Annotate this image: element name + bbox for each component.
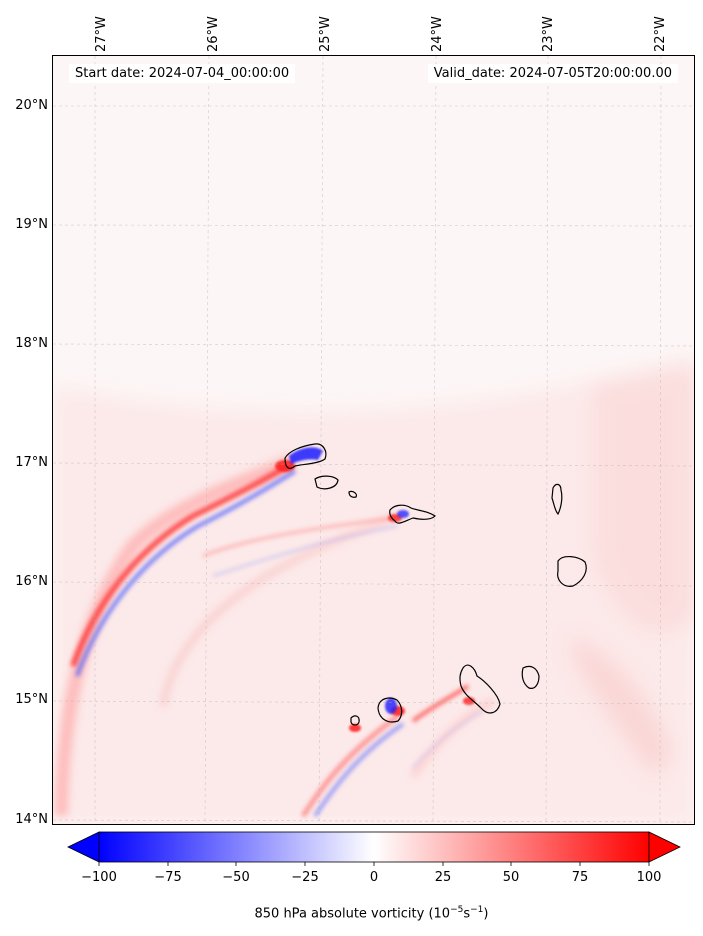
positive-region-southeast [573, 636, 673, 776]
hotspot-sao-nicolau-blue [397, 510, 409, 518]
secondary-arc-3 [212, 525, 399, 577]
colorbar-tick-label: −75 [154, 870, 182, 885]
lon-label-26w: 26°W [206, 16, 221, 52]
shear-band-negative [75, 469, 297, 677]
lon-label-23w: 23°W [541, 16, 556, 52]
colorbar-tick-label: 0 [369, 870, 379, 885]
lat-label-14n: 14°N [15, 812, 48, 827]
colorbar-tick-label: −25 [291, 870, 319, 885]
coastlines [284, 443, 587, 726]
secondary-arc-1 [160, 513, 400, 707]
lat-label-15n: 15°N [15, 692, 48, 707]
island-boa-vista [557, 556, 587, 587]
island-santa-luzia [348, 490, 358, 498]
wake-band-east-blue [412, 710, 484, 769]
colorbar-title-mid: s [463, 906, 471, 922]
colorbar-tick-label: 100 [636, 870, 662, 885]
lon-label-22w: 22°W [653, 16, 668, 52]
valid-date-label: Valid_date: 2024-07-05T20:00:00.00 [427, 64, 678, 83]
shear-band-positive [70, 461, 293, 668]
start-date-label: Start date: 2024-07-04_00:00:00 [69, 64, 296, 83]
colorbar-tick-label: 75 [571, 870, 589, 885]
island-sao-vicente [314, 475, 339, 490]
colorbar-title-suffix: ) [483, 906, 489, 922]
island-sal [551, 483, 563, 516]
colorbar [67, 831, 681, 866]
lat-label-19n: 19°N [15, 217, 48, 232]
colorbar-tick-label: −50 [222, 870, 250, 885]
hotspot-santiago-red [463, 697, 475, 705]
colorbar-title: 850 hPa absolute vorticity (10−5s−1) [0, 905, 703, 921]
shear-band-outer [54, 454, 296, 817]
lon-label-24w: 24°W [430, 16, 445, 52]
lat-label-17n: 17°N [15, 455, 48, 470]
island-brava [350, 715, 360, 726]
lon-label-27w: 27°W [94, 16, 109, 52]
vorticity-field [53, 56, 694, 824]
graticule [53, 56, 694, 824]
colorbar-title-prefix: 850 hPa absolute vorticity (10 [254, 906, 451, 922]
colorbar-gradient [98, 831, 650, 863]
colorbar-tick-label: −100 [81, 870, 117, 885]
lat-label-20n: 20°N [15, 98, 48, 113]
island-fogo [377, 697, 403, 723]
island-maio [521, 665, 540, 689]
colorbar-tick-label: 50 [502, 870, 520, 885]
lat-label-18n: 18°N [15, 336, 48, 351]
hotspot-fogo-blue [385, 698, 397, 714]
island-santo-antao [284, 443, 327, 469]
vorticity-map: Start date: 2024-07-04_00:00:00 Valid_da… [52, 55, 695, 825]
lat-label-16n: 16°N [15, 574, 48, 589]
hotspot-brava-red [349, 724, 361, 732]
colorbar-extend-min [67, 831, 100, 863]
secondary-arc-2 [202, 516, 394, 558]
colorbar-tick-label: 25 [434, 870, 452, 885]
island-sao-nicolau [389, 504, 436, 524]
lon-label-25w: 25°W [318, 16, 333, 52]
colorbar-extend-max [648, 831, 681, 863]
positive-region-east [593, 366, 694, 633]
wake-band-south-negative [313, 722, 405, 818]
wake-band-south-red [411, 684, 470, 723]
colorbar-title-exp2: −1 [470, 905, 484, 915]
positive-region-south [53, 356, 694, 824]
colorbar-ticks [98, 862, 650, 866]
island-santiago [459, 664, 501, 714]
hotspot-santo-antao-blue [289, 447, 323, 464]
wake-band-south-positive [300, 713, 400, 818]
colorbar-title-exp1: −5 [450, 905, 464, 915]
